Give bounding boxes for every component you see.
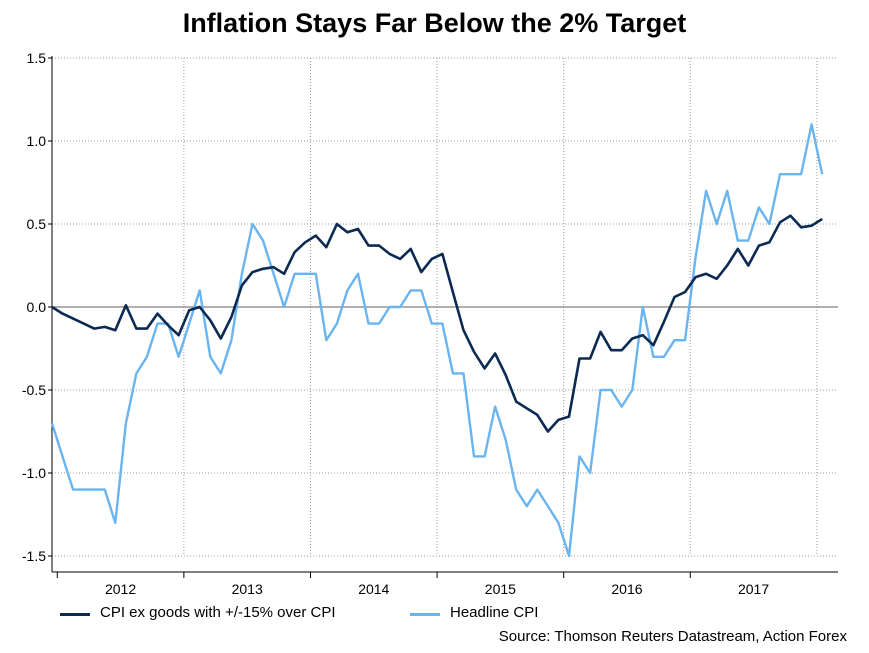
chart-title: Inflation Stays Far Below the 2% Target xyxy=(182,8,687,38)
y-tick-label: 0.5 xyxy=(27,216,47,232)
x-tick-label: 2012 xyxy=(105,581,136,597)
y-tick-label: -0.5 xyxy=(22,382,46,398)
source-note: Source: Thomson Reuters Datastream, Acti… xyxy=(498,628,847,645)
y-tick-label: -1.5 xyxy=(22,548,46,564)
legend-swatch-cpi-ex-goods xyxy=(60,613,90,616)
x-tick-label: 2016 xyxy=(611,581,642,597)
axis-layer xyxy=(48,56,838,578)
series-line-headline-cpi xyxy=(50,123,824,558)
tick-label-layer: 1.5 1.0 0.5 0.0 -0.5 -1.0 -1.5 2012 2013 2014 2015… xyxy=(22,50,769,597)
series-line-cpi-ex-goods xyxy=(51,214,823,433)
legend-swatch-headline-cpi xyxy=(410,613,440,616)
x-tick-label: 2013 xyxy=(232,581,263,597)
x-tick-label: 2014 xyxy=(358,581,389,597)
y-tick-label: 1.0 xyxy=(27,133,47,149)
x-tick-label: 2017 xyxy=(738,581,769,597)
x-tick-label: 2015 xyxy=(485,581,516,597)
y-tick-label: -1.0 xyxy=(22,465,46,481)
legend-label-cpi-ex-goods: CPI ex goods with +/-15% over CPI xyxy=(100,604,336,621)
series-layer xyxy=(50,123,824,558)
y-tick-label: 0.0 xyxy=(27,299,47,315)
y-tick-label: 1.5 xyxy=(27,50,47,66)
legend-label-headline-cpi: Headline CPI xyxy=(450,604,539,621)
